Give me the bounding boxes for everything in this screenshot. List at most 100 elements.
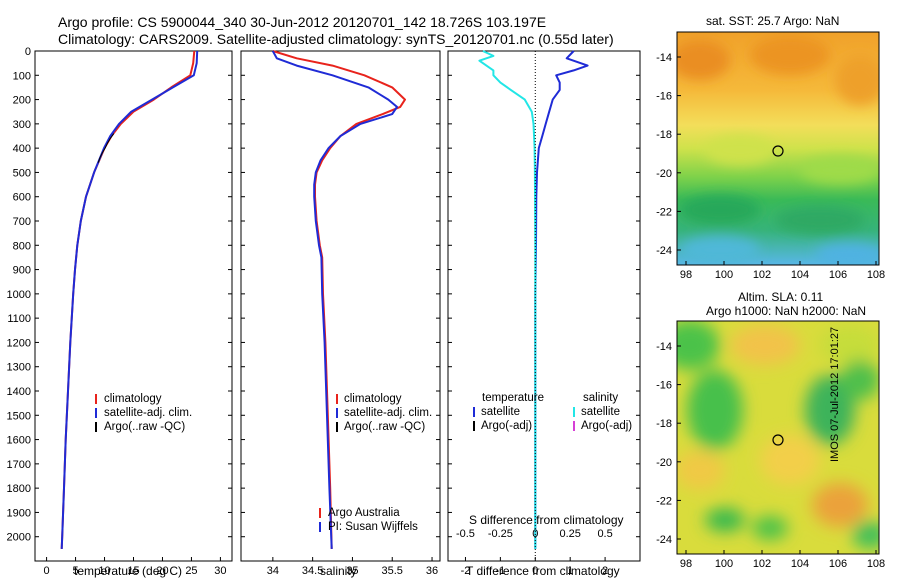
x-tick-label: 10 — [98, 565, 110, 577]
title-line-2: Climatology: CARS2009. Satellite-adjuste… — [58, 31, 614, 47]
map-y-tick-label: -20 — [656, 168, 672, 180]
y-tick-label: 1500 — [7, 410, 31, 422]
top-x-tick-label: -0.5 — [456, 528, 475, 540]
x-tick-label: 5 — [72, 565, 78, 577]
sla-map-title-1: Altim. SLA: 0.11 — [738, 290, 824, 304]
series-line-satellite-adj-clim- — [271, 50, 398, 549]
map-x-tick-label: 108 — [867, 269, 885, 281]
x-tick-label: 15 — [127, 565, 139, 577]
x-tick-label: -1 — [495, 565, 505, 577]
x-tick-label: 35.5 — [382, 565, 403, 577]
title-line-1: Argo profile: CS 5900044_340 30-Jun-2012… — [58, 14, 547, 30]
diff-legend-t-satellite: satellite — [481, 406, 520, 418]
map-y-tick-label: -14 — [656, 52, 672, 64]
x-tick-label: 1 — [567, 565, 573, 577]
y-tick-label: 1200 — [7, 337, 31, 349]
sst-map — [676, 31, 880, 266]
x-tick-label: 2 — [602, 565, 608, 577]
x-tick-label: -2 — [461, 565, 471, 577]
map-x-tick-label: 106 — [829, 269, 847, 281]
y-tick-label: 1300 — [7, 362, 31, 374]
top-x-tick-label: 0.25 — [559, 528, 580, 540]
map-y-tick-label: -14 — [656, 341, 672, 353]
map-y-tick-label: -18 — [656, 418, 672, 430]
y-tick-label: 300 — [13, 119, 31, 131]
map-x-tick-label: 100 — [715, 558, 733, 570]
plot-frame — [447, 50, 641, 562]
x-tick-label: 36 — [426, 565, 438, 577]
map-x-tick-label: 98 — [680, 558, 692, 570]
diff-legend-temperature-title: temperature — [482, 392, 545, 404]
y-tick-label: 1400 — [7, 386, 31, 398]
map-y-tick-label: -16 — [656, 380, 672, 392]
y-tick-label: 400 — [13, 143, 31, 155]
y-tick-label: 200 — [13, 95, 31, 107]
map-y-tick-label: -24 — [656, 245, 672, 257]
x-tick-label: 20 — [156, 565, 168, 577]
y-tick-label: 2000 — [7, 532, 31, 544]
y-tick-label: 1000 — [7, 289, 31, 301]
map-x-tick-label: 108 — [867, 558, 885, 570]
x-tick-label: 0 — [44, 565, 50, 577]
diff-legend-s-argo: Argo(-adj) — [581, 420, 633, 432]
imos-watermark: IMOS 07-Jul-2012 17:01:27 — [829, 326, 841, 462]
y-tick-label: 100 — [13, 70, 31, 82]
diff-legend-salinity-title: salinity — [583, 392, 619, 404]
sal-legend-climatology: climatology — [344, 393, 402, 405]
sal-legend-argo: Argo(..raw -QC) — [344, 421, 426, 433]
map-x-tick-label: 100 — [715, 269, 733, 281]
map-x-tick-label: 98 — [680, 269, 692, 281]
map-y-tick-label: -24 — [656, 534, 672, 546]
map-y-tick-label: -18 — [656, 129, 672, 141]
plot-frame — [240, 50, 441, 562]
y-tick-label: 900 — [13, 265, 31, 277]
map-x-tick-label: 102 — [753, 558, 771, 570]
y-tick-label: 700 — [13, 216, 31, 228]
sal-xlabel: salinity — [320, 564, 357, 578]
series-line-temperature-satellite — [534, 50, 589, 549]
y-tick-label: 1700 — [7, 459, 31, 471]
temp-legend-satellite: satellite-adj. clim. — [104, 407, 193, 419]
y-tick-label: 1900 — [7, 507, 31, 519]
map-x-tick-label: 106 — [829, 558, 847, 570]
temp-legend-argo: Argo(..raw -QC) — [104, 421, 186, 433]
x-tick-label: 30 — [214, 565, 226, 577]
y-tick-label: 1100 — [7, 313, 31, 325]
series-line-climatology — [60, 50, 196, 549]
series-line-satellite-adj-clim- — [60, 50, 199, 549]
sal-annotation-1: Argo Australia — [328, 507, 400, 519]
y-tick-label: 800 — [13, 240, 31, 252]
x-tick-label: 35 — [346, 565, 358, 577]
map-x-tick-label: 104 — [791, 558, 809, 570]
top-x-tick-label: -0.25 — [488, 528, 513, 540]
y-tick-label: 1600 — [7, 435, 31, 447]
map-x-tick-label: 102 — [753, 269, 771, 281]
map-x-tick-label: 104 — [791, 269, 809, 281]
sal-legend-satellite: satellite-adj. clim. — [344, 407, 433, 419]
x-tick-label: 25 — [185, 565, 197, 577]
top-x-tick-label: 0 — [532, 528, 538, 540]
x-tick-label: 34 — [267, 565, 279, 577]
top-x-tick-label: 0.5 — [597, 528, 612, 540]
temp-legend-climatology: climatology — [104, 393, 162, 405]
y-tick-label: 1800 — [7, 483, 31, 495]
diff-xlabel-top: S difference from climatology — [469, 513, 624, 527]
diff-legend-s-satellite: satellite — [581, 406, 620, 418]
diff-xlabel: T difference from climatology — [466, 564, 620, 578]
sst-map-title: sat. SST: 25.7 Argo: NaN — [706, 14, 840, 28]
y-tick-label: 500 — [13, 167, 31, 179]
map-y-tick-label: -20 — [656, 457, 672, 469]
series-line-salinity-satellite — [478, 50, 537, 549]
series-line-argo-raw-qc- — [97, 133, 115, 163]
map-y-tick-label: -16 — [656, 91, 672, 103]
y-tick-label: 0 — [25, 46, 31, 58]
map-y-tick-label: -22 — [656, 495, 672, 507]
temp-xlabel: temperature (deg C) — [74, 564, 183, 578]
x-tick-label: 0 — [532, 565, 538, 577]
diff-legend-t-argo: Argo(-adj) — [481, 420, 533, 432]
series-line-climatology — [272, 50, 406, 549]
x-tick-label: 34.5 — [302, 565, 323, 577]
sal-annotation-2: PI: Susan Wijffels — [328, 521, 418, 533]
map-y-tick-label: -22 — [656, 206, 672, 218]
